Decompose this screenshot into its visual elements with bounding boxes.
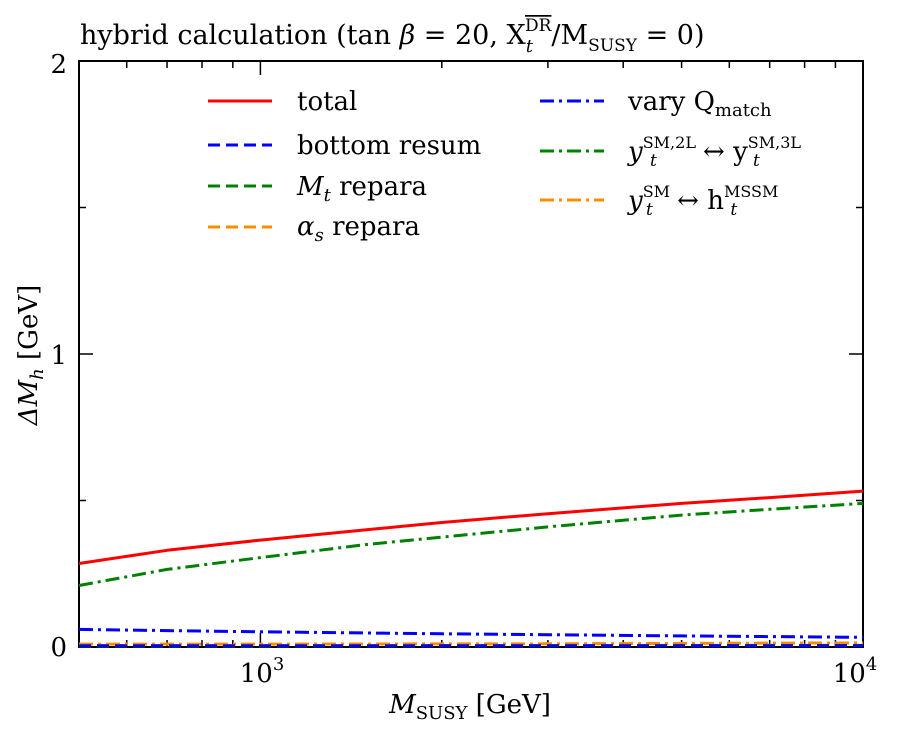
series-line-qmatch xyxy=(78,627,864,639)
title-slash: /M xyxy=(551,20,588,51)
x-tick-label-1000: 103 xyxy=(240,654,285,689)
legend-label-total: total xyxy=(297,87,357,117)
series-layer xyxy=(78,489,864,648)
legend-label-bottom: bottom resum xyxy=(297,131,481,161)
legend-label-alphas: αs repara xyxy=(297,212,420,246)
y-tick-label-2: 2 xyxy=(50,50,67,80)
legend-label-mt: Mt repara xyxy=(296,172,427,206)
title-eq: = 20, X xyxy=(415,20,526,51)
series-line-yt xyxy=(78,501,864,587)
title-m-sub: SUSY xyxy=(588,36,638,56)
title-prefix: hybrid calculation (tan xyxy=(80,20,400,51)
y-tick-label-0: 0 xyxy=(50,633,67,663)
title-x-sup: DR xyxy=(525,16,553,36)
y-axis-label: ΔMh [GeV] xyxy=(14,285,48,426)
title-beta: β xyxy=(399,20,416,51)
chart-title: hybrid calculation (tan β = 20, XtDR/MSU… xyxy=(80,16,705,57)
legend-label-ythmssm: ySM t ↔ hMSSM t xyxy=(627,182,778,220)
series-line-total xyxy=(78,489,864,565)
x-tick-label-10000: 104 xyxy=(833,654,878,689)
title-x-sub: t xyxy=(526,36,534,57)
legend-label-yt: ySM,2L t ↔ ySM,3L t xyxy=(627,133,801,171)
y-tick-label-1: 1 xyxy=(50,341,67,371)
legend: total bottom resum Mt repara αs repara v… xyxy=(208,87,801,246)
legend-label-qmatch: vary Qmatch xyxy=(627,87,772,121)
x-axis-label: MSUSY [GeV] xyxy=(388,690,551,724)
title-suffix: = 0) xyxy=(637,20,705,51)
